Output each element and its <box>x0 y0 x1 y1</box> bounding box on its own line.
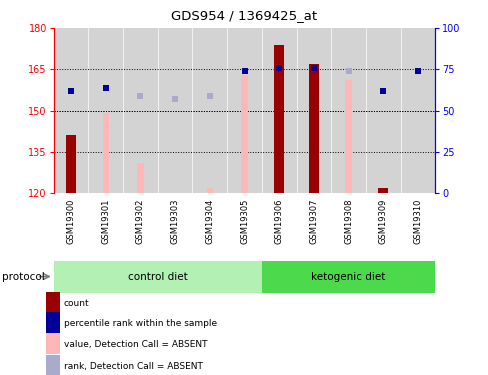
Text: GSM19304: GSM19304 <box>205 198 214 244</box>
Point <box>171 96 179 102</box>
Point <box>67 88 75 94</box>
Text: GSM19302: GSM19302 <box>136 198 144 244</box>
Text: ketogenic diet: ketogenic diet <box>311 272 385 282</box>
Text: count: count <box>63 299 89 308</box>
Text: GSM19301: GSM19301 <box>101 198 110 244</box>
Point <box>275 65 283 71</box>
Text: control diet: control diet <box>128 272 187 282</box>
Point <box>171 96 179 102</box>
Text: protocol: protocol <box>2 272 45 282</box>
Bar <box>46 333 60 354</box>
Point <box>379 88 386 94</box>
Bar <box>46 312 60 334</box>
Bar <box>261 261 434 292</box>
Bar <box>46 292 60 313</box>
Text: percentile rank within the sample: percentile rank within the sample <box>63 320 216 328</box>
Text: GSM19300: GSM19300 <box>66 198 76 244</box>
Bar <box>273 45 284 193</box>
Text: GDS954 / 1369425_at: GDS954 / 1369425_at <box>171 9 317 22</box>
Point <box>205 93 213 99</box>
Text: GSM19303: GSM19303 <box>170 198 179 244</box>
Point <box>102 84 109 90</box>
Bar <box>308 64 318 193</box>
Text: GSM19305: GSM19305 <box>240 198 248 244</box>
Point <box>136 93 144 99</box>
Point <box>205 93 213 99</box>
Bar <box>377 188 387 193</box>
Text: GSM19308: GSM19308 <box>344 198 352 244</box>
Bar <box>345 80 351 193</box>
Bar <box>54 261 261 292</box>
Text: rank, Detection Call = ABSENT: rank, Detection Call = ABSENT <box>63 362 202 371</box>
Bar <box>241 75 247 193</box>
Point <box>309 65 317 71</box>
Text: GSM19310: GSM19310 <box>412 198 422 244</box>
Bar <box>102 113 109 193</box>
Text: GSM19309: GSM19309 <box>378 198 387 244</box>
Bar <box>137 163 143 193</box>
Point <box>240 68 248 74</box>
Point <box>344 68 352 74</box>
Text: GSM19306: GSM19306 <box>274 198 283 244</box>
Bar <box>46 355 60 375</box>
Point <box>413 68 421 74</box>
Bar <box>206 188 212 193</box>
Text: GSM19307: GSM19307 <box>309 198 318 244</box>
Point <box>136 93 144 99</box>
Bar <box>66 135 76 193</box>
Text: value, Detection Call = ABSENT: value, Detection Call = ABSENT <box>63 340 206 349</box>
Point <box>344 68 352 74</box>
